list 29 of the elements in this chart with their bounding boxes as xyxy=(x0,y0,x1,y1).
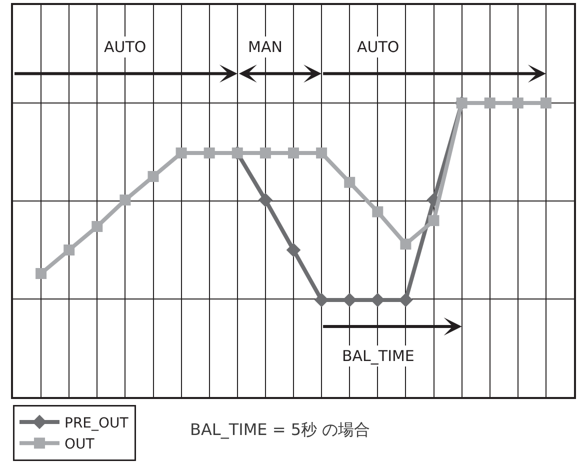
point xyxy=(428,215,440,226)
point xyxy=(204,147,215,158)
point xyxy=(258,192,273,208)
point xyxy=(370,292,385,308)
annotation: BAL_TIME xyxy=(342,347,414,365)
point xyxy=(92,220,103,232)
point xyxy=(344,176,356,188)
point xyxy=(316,147,328,158)
point xyxy=(176,147,187,158)
point xyxy=(288,147,299,158)
legend-label: PRE_OUT xyxy=(64,415,129,432)
point xyxy=(400,238,412,250)
text: BAL_TIME = 5秒 の場合 xyxy=(190,420,370,439)
point xyxy=(36,268,47,280)
point xyxy=(512,98,524,108)
point xyxy=(372,206,384,218)
point xyxy=(484,98,496,108)
point xyxy=(540,98,552,108)
point xyxy=(64,244,75,256)
point xyxy=(120,194,131,206)
point xyxy=(398,292,413,308)
legend-label: OUT xyxy=(64,436,95,453)
point xyxy=(260,147,271,158)
text: AUTO xyxy=(357,38,400,56)
point xyxy=(148,171,159,182)
text: MAN xyxy=(248,38,282,56)
point xyxy=(286,242,301,258)
text: AUTO xyxy=(104,38,146,56)
point xyxy=(314,292,329,308)
